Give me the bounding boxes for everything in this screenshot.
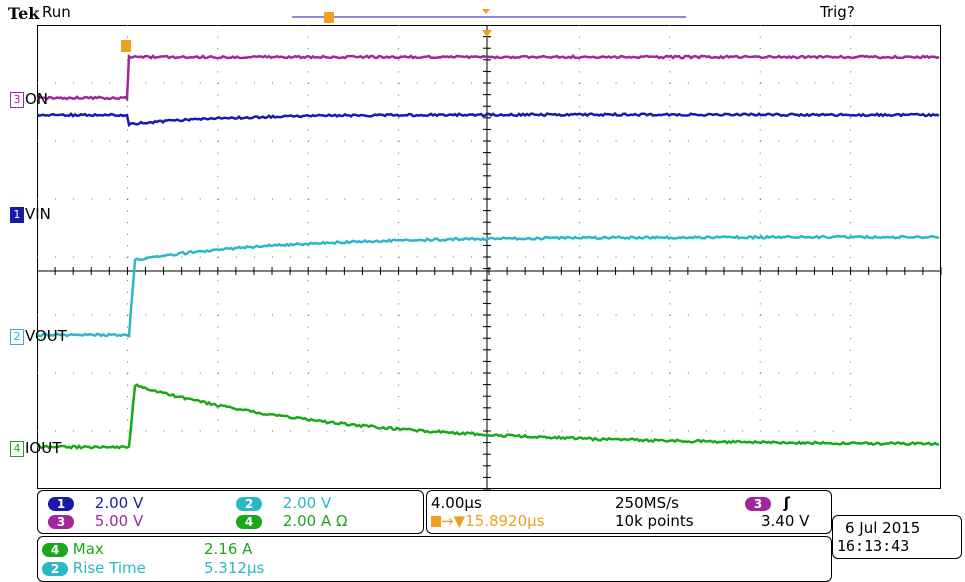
acquisition-status: Run <box>42 4 71 20</box>
measurements-panel[interactable]: 4 Max 2.16 A 2 Rise Time 5.312µs <box>37 536 832 582</box>
measurement-max-value: 2.16 A <box>204 541 252 557</box>
measurement-rise-time-value: 5.312µs <box>204 560 264 576</box>
waveform-graticule[interactable] <box>37 25 942 490</box>
ch4-waveform <box>37 385 939 449</box>
ch1-waveform <box>37 114 939 125</box>
ch3-name: ON <box>25 90 48 108</box>
time-per-div: 4.00µs <box>431 495 482 511</box>
ch3-marker: 3 <box>10 92 24 108</box>
trigger-time-marker <box>121 40 131 52</box>
measurement-rise-time: 2 Rise Time <box>42 560 146 576</box>
ch4-scale: 4 2.00 A Ω <box>236 513 347 529</box>
trigger-position-marker <box>324 12 334 23</box>
ch1-marker: 1 <box>10 207 24 223</box>
sample-rate: 250MS/s <box>615 495 679 511</box>
rising-edge-icon: ʃ <box>784 494 790 512</box>
date-label: 6 Jul 2015 <box>845 520 920 536</box>
grid-dots <box>37 25 851 432</box>
vertical-scale-panel[interactable]: 1 2.00 V 2 2.00 V 3 5.00 V 4 2.00 A Ω <box>37 490 424 534</box>
time-label: 16:13:43 <box>837 538 909 554</box>
ch1-label[interactable]: 1 VIN <box>10 206 51 223</box>
trigger-top-arrow <box>482 30 492 37</box>
ch2-name: VOUT <box>25 327 67 345</box>
ch2-waveform <box>37 236 939 336</box>
datetime-panel: 6 Jul 2015 16:13:43 <box>832 515 962 559</box>
trigger-level: 3.40 V <box>761 513 809 529</box>
record-position-bar[interactable] <box>280 6 700 26</box>
ch1-scale: 1 2.00 V <box>48 495 143 511</box>
trigger-source: 3 ʃ <box>745 495 790 511</box>
brand-label: Tek <box>8 4 39 23</box>
ch2-label[interactable]: 2 VOUT <box>10 328 67 345</box>
measurement-max: 4 Max <box>42 541 104 557</box>
trigger-delay-icon <box>431 516 441 527</box>
ch3-label[interactable]: 3 ON <box>10 91 48 108</box>
ch2-scale: 2 2.00 V <box>236 495 331 511</box>
trigger-status: Trig? <box>820 4 855 20</box>
record-length: 10k points <box>615 513 694 529</box>
ch4-name: IOUT <box>25 439 61 457</box>
ch4-marker: 4 <box>10 441 24 457</box>
ch4-label[interactable]: 4 IOUT <box>10 440 61 457</box>
expansion-point-marker <box>482 9 490 14</box>
timebase-panel[interactable]: 4.00µs 250MS/s 3 ʃ →▼15.8920µs 10k point… <box>426 490 832 534</box>
ch3-waveform <box>37 56 939 99</box>
ch3-scale: 3 5.00 V <box>48 513 143 529</box>
trigger-delay: →▼15.8920µs <box>431 513 545 529</box>
center-ticks <box>37 25 941 489</box>
ch2-marker: 2 <box>10 329 24 345</box>
ch1-name: VIN <box>25 205 51 223</box>
